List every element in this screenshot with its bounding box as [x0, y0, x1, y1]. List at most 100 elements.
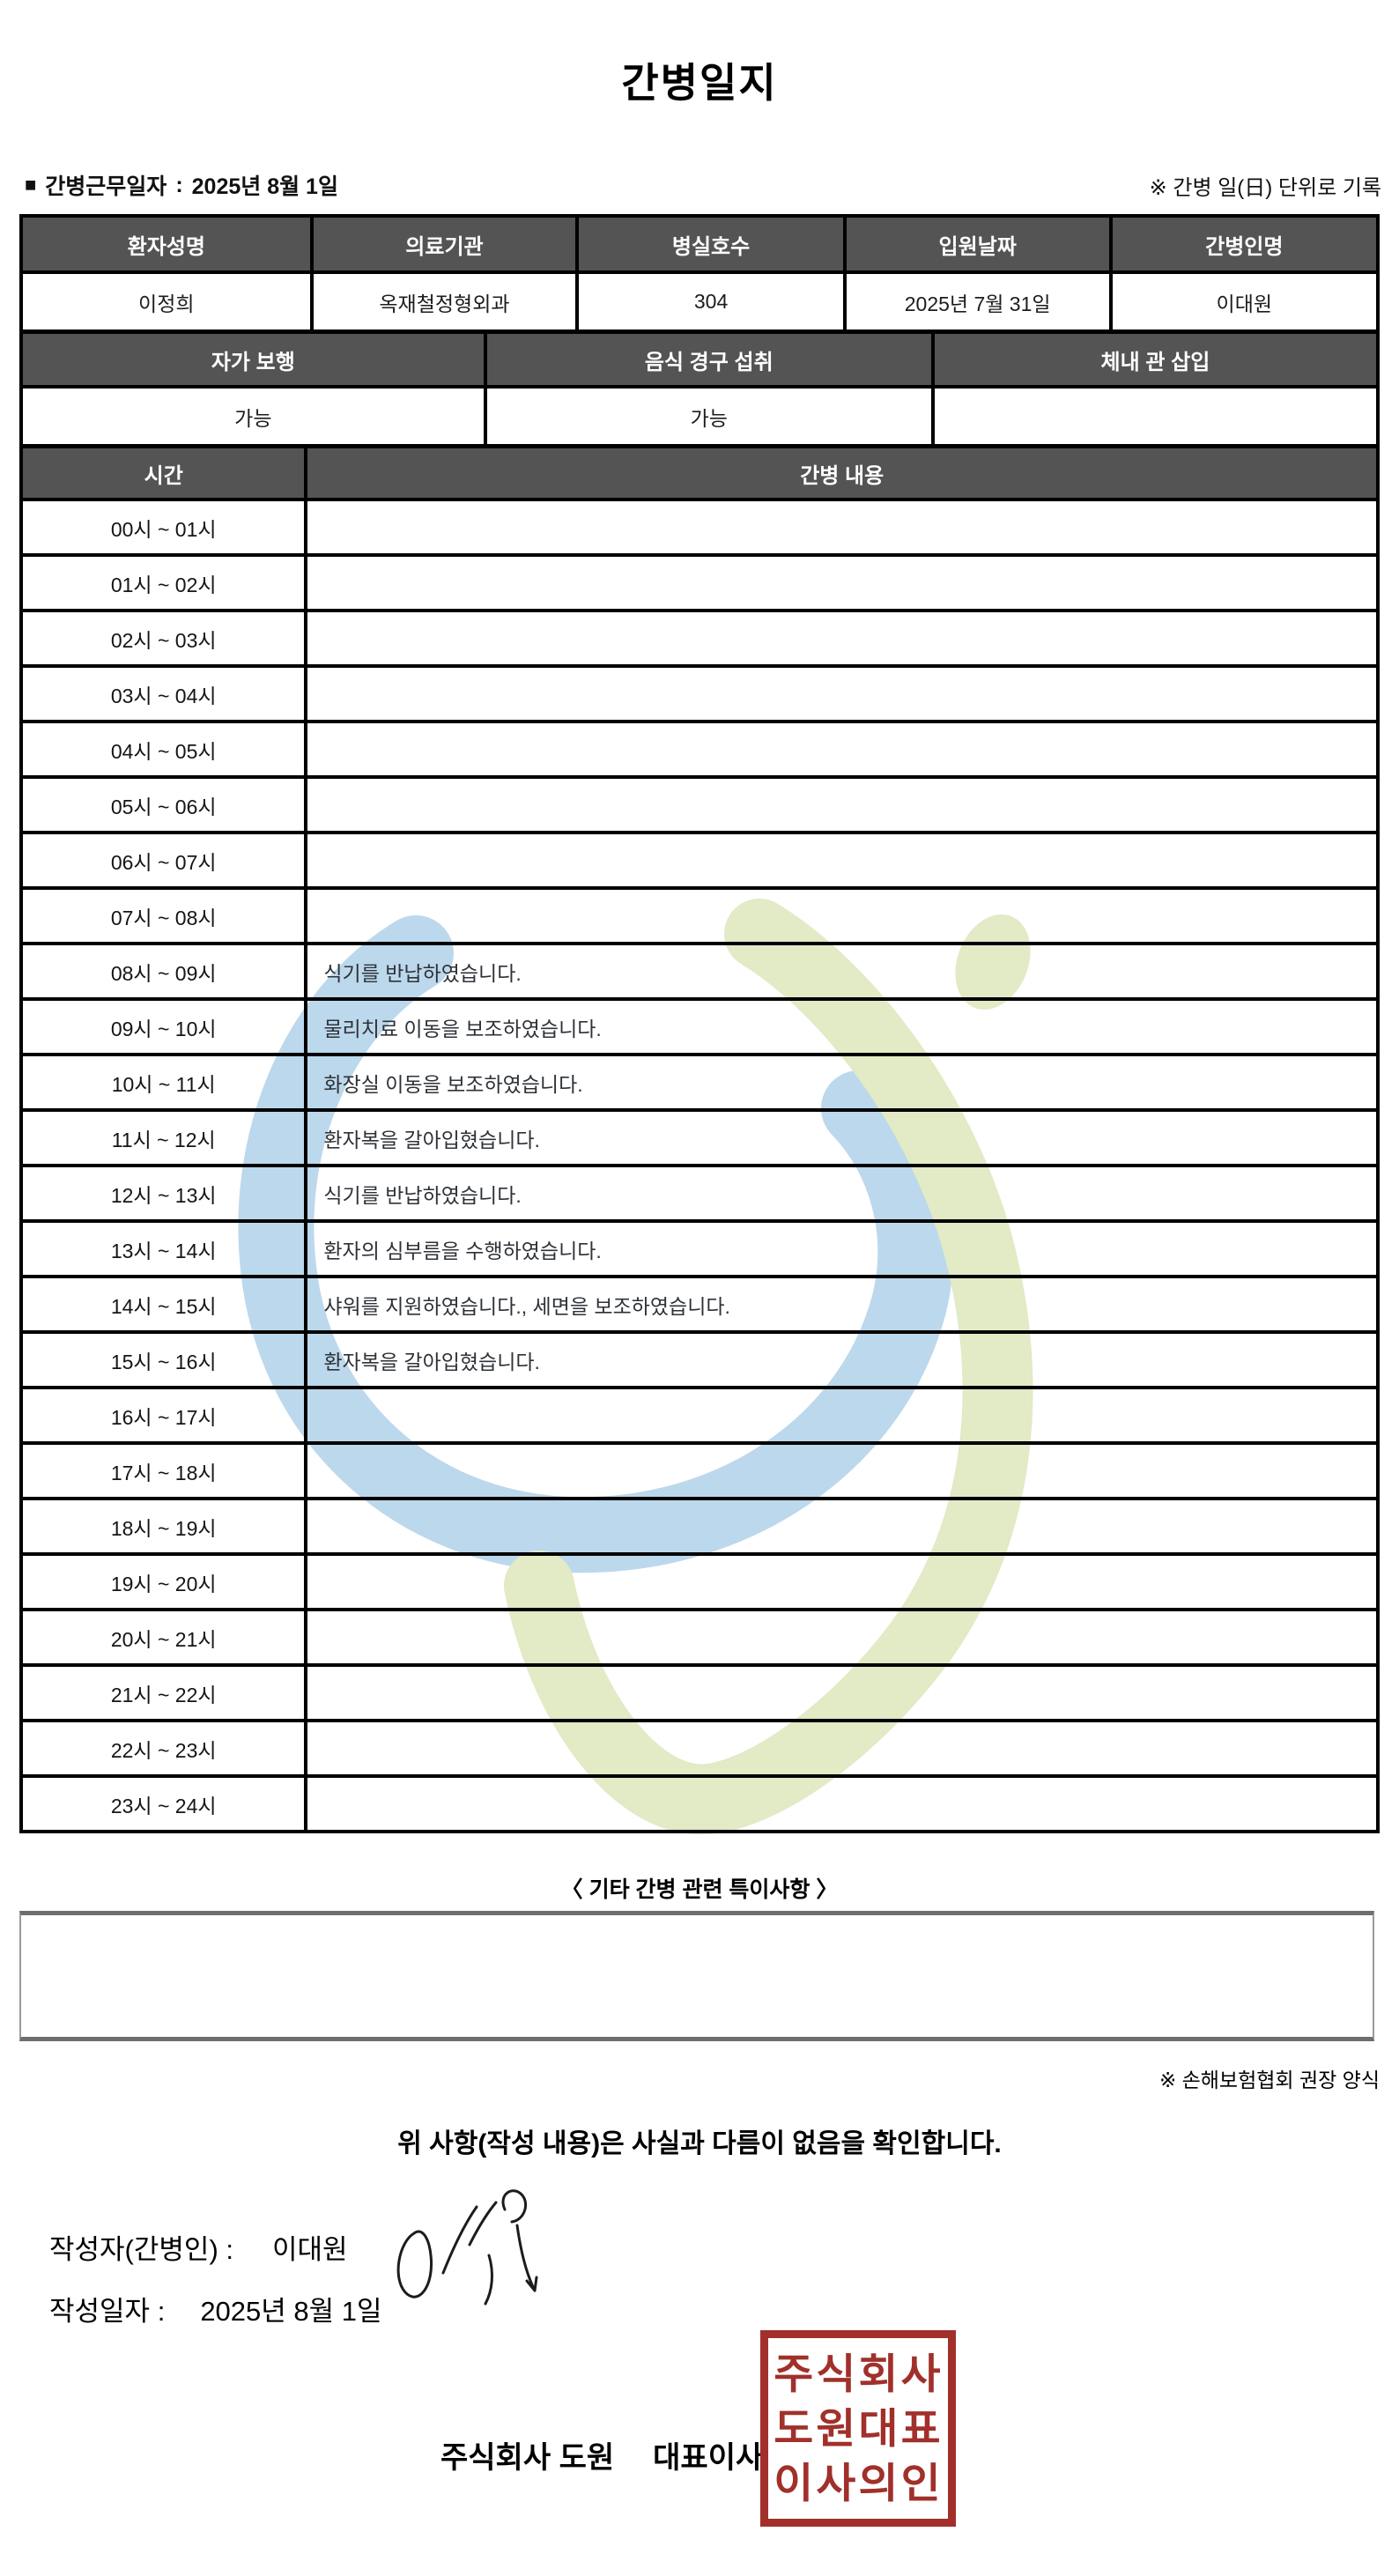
patient-info-header-cell: 간병인명	[1108, 214, 1380, 274]
log-time-cell: 13시 ~ 14시	[19, 1219, 308, 1278]
patient-info-value-cell: 304	[575, 270, 847, 333]
patient-status-header-cell: 자가 보행	[19, 330, 487, 389]
written-date-label: 작성일자 :	[49, 2296, 166, 2327]
log-row: 01시 ~ 02시	[19, 553, 1380, 612]
log-time-cell: 17시 ~ 18시	[19, 1441, 308, 1500]
patient-info-value-cell: 2025년 7월 31일	[842, 270, 1113, 333]
log-time-cell: 10시 ~ 11시	[19, 1053, 308, 1112]
log-content-cell: 식기를 반납하였습니다.	[304, 942, 1380, 1001]
log-row: 10시 ~ 11시 화장실 이동을 보조하였습니다.	[19, 1053, 1380, 1112]
log-content-cell	[304, 886, 1380, 945]
writer-label: 작성자(간병인) :	[49, 2234, 233, 2265]
log-row: 21시 ~ 22시	[19, 1663, 1380, 1722]
ceo-label: 대표이사	[653, 2441, 764, 2475]
log-time-cell: 09시 ~ 10시	[19, 997, 308, 1056]
corporate-seal-stamp: 주식회사 도원대표 이사의인	[760, 2330, 956, 2527]
log-time-cell: 00시 ~ 01시	[19, 498, 308, 557]
care-work-date-value: 2025년 8월 1일	[191, 174, 338, 199]
written-date-line: 작성일자 : 2025년 8월 1일	[49, 2289, 382, 2328]
log-row: 05시 ~ 06시	[19, 775, 1380, 834]
log-header-row: 시간 간병 내용	[19, 445, 1380, 501]
patient-status-header-cell: 음식 경구 섭취	[483, 330, 935, 389]
log-content-cell	[304, 1663, 1380, 1722]
log-content-cell	[304, 1441, 1380, 1500]
log-time-cell: 16시 ~ 17시	[19, 1386, 308, 1445]
stamp-line-3: 이사의인	[773, 2459, 944, 2506]
log-row: 06시 ~ 07시	[19, 831, 1380, 890]
log-row: 00시 ~ 01시	[19, 498, 1380, 557]
log-row: 08시 ~ 09시 식기를 반납하였습니다.	[19, 942, 1380, 1001]
page-title: 간병일지	[621, 60, 778, 106]
log-content-cell: 화장실 이동을 보조하였습니다.	[304, 1053, 1380, 1112]
log-content-cell	[304, 1386, 1380, 1445]
hourly-care-log-table: 시간 간병 내용 00시 ~ 01시 01시 ~ 02시 02시 ~ 03시 03시 …	[19, 445, 1380, 1833]
log-content-cell	[304, 664, 1380, 723]
log-content-cell: 환자복을 갈아입혔습니다.	[304, 1108, 1380, 1167]
log-time-cell: 22시 ~ 23시	[19, 1719, 308, 1778]
log-time-cell: 18시 ~ 19시	[19, 1497, 308, 1556]
log-row: 18시 ~ 19시	[19, 1497, 1380, 1556]
patient-info-header-cell: 입원날짜	[842, 214, 1113, 274]
log-row: 11시 ~ 12시 환자복을 갈아입혔습니다.	[19, 1108, 1380, 1167]
patient-status-table: 자가 보행 음식 경구 섭취 체내 관 삽입 가능 가능	[19, 330, 1380, 448]
log-row: 12시 ~ 13시 식기를 반납하였습니다.	[19, 1164, 1380, 1223]
special-notes-heading: 〈 기타 간병 관련 특이사항 〉	[560, 1877, 839, 1902]
log-row: 16시 ~ 17시	[19, 1386, 1380, 1445]
log-time-cell: 12시 ~ 13시	[19, 1164, 308, 1223]
patient-status-header-row: 자가 보행 음식 경구 섭취 체내 관 삽입	[19, 330, 1380, 389]
log-time-cell: 07시 ~ 08시	[19, 886, 308, 945]
stamp-line-1: 주식회사	[773, 2350, 944, 2397]
log-time-cell: 01시 ~ 02시	[19, 553, 308, 612]
log-content-cell: 물리치료 이동을 보조하였습니다.	[304, 997, 1380, 1056]
log-row: 17시 ~ 18시	[19, 1441, 1380, 1500]
log-content-cell: 환자복을 갈아입혔습니다.	[304, 1330, 1380, 1389]
patient-info-header-cell: 의료기관	[309, 214, 580, 274]
patient-info-value-cell: 옥재철정형외과	[309, 270, 580, 333]
log-row: 09시 ~ 10시 물리치료 이동을 보조하였습니다.	[19, 997, 1380, 1056]
log-row: 22시 ~ 23시	[19, 1719, 1380, 1778]
log-row: 02시 ~ 03시	[19, 609, 1380, 668]
log-row: 07시 ~ 08시	[19, 886, 1380, 945]
square-bullet-icon: ■	[25, 174, 37, 196]
patient-info-value-cell: 이정희	[19, 270, 314, 333]
log-content-cell: 환자의 심부름을 수행하였습니다.	[304, 1219, 1380, 1278]
patient-status-value-cell	[930, 385, 1380, 448]
patient-info-table: 환자성명 의료기관 병실호수 입원날짜 간병인명 이정희 옥재철정형외과 304 2025년 …	[19, 214, 1380, 333]
log-time-cell: 05시 ~ 06시	[19, 775, 308, 834]
log-time-cell: 20시 ~ 21시	[19, 1608, 308, 1667]
log-time-cell: 19시 ~ 20시	[19, 1552, 308, 1611]
writer-line: 작성자(간병인) : 이대원	[49, 2227, 348, 2267]
patient-status-value-row: 가능 가능	[19, 385, 1380, 448]
daily-record-note: ※ 간병 일(日) 단위로 기록	[1149, 175, 1381, 200]
log-content-cell	[304, 498, 1380, 557]
log-time-cell: 11시 ~ 12시	[19, 1108, 308, 1167]
patient-info-value-cell: 이대원	[1108, 270, 1380, 333]
patient-info-header-cell: 병실호수	[575, 214, 847, 274]
care-work-date: ■ 간병근무일자 : 2025년 8월 1일	[25, 169, 338, 201]
log-time-cell: 04시 ~ 05시	[19, 720, 308, 779]
patient-info-header-cell: 환자성명	[19, 214, 314, 274]
log-content-cell	[304, 1719, 1380, 1778]
log-content-cell: 식기를 반납하였습니다.	[304, 1164, 1380, 1223]
insurance-form-note: ※ 손해보험협회 권장 양식	[1158, 2069, 1380, 2091]
log-content-cell	[304, 1497, 1380, 1556]
log-content-cell	[304, 1774, 1380, 1833]
log-content-cell	[304, 1608, 1380, 1667]
log-content-cell	[304, 1552, 1380, 1611]
log-content-header-cell: 간병 내용	[304, 445, 1380, 501]
log-content-cell: 샤워를 지원하였습니다., 세면을 보조하였습니다.	[304, 1275, 1380, 1334]
patient-info-value-row: 이정희 옥재철정형외과 304 2025년 7월 31일 이대원	[19, 270, 1380, 333]
log-time-cell: 08시 ~ 09시	[19, 942, 308, 1001]
writer-name: 이대원	[272, 2234, 348, 2265]
stamp-line-2: 도원대표	[773, 2404, 944, 2452]
care-work-date-separator: :	[175, 172, 183, 197]
log-row: 23시 ~ 24시	[19, 1774, 1380, 1833]
log-row: 13시 ~ 14시 환자의 심부름을 수행하였습니다.	[19, 1219, 1380, 1278]
log-content-cell	[304, 831, 1380, 890]
log-row: 03시 ~ 04시	[19, 664, 1380, 723]
log-time-cell: 14시 ~ 15시	[19, 1275, 308, 1334]
log-row: 19시 ~ 20시	[19, 1552, 1380, 1611]
log-time-cell: 21시 ~ 22시	[19, 1663, 308, 1722]
